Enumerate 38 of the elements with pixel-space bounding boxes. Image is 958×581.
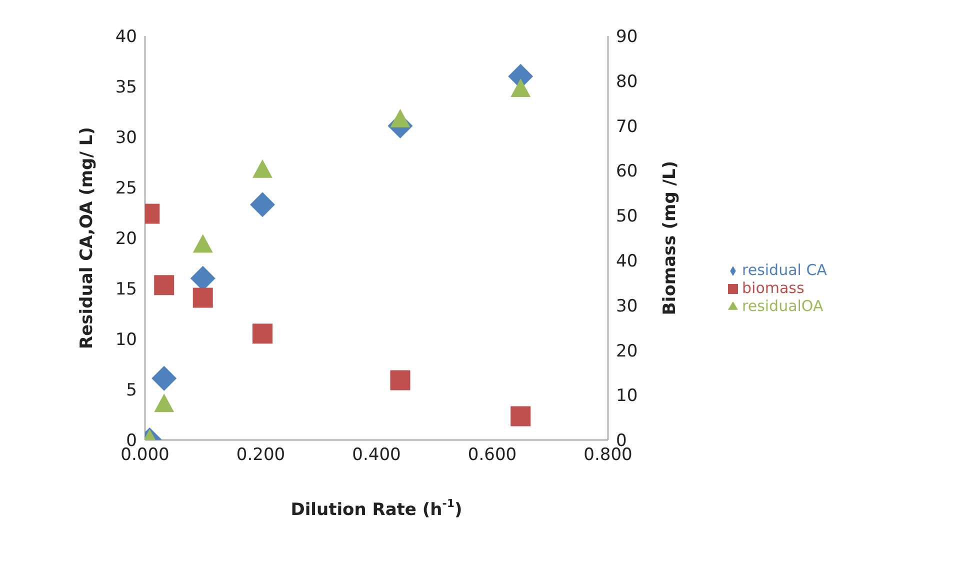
legend-label: biomass [742,279,804,297]
x-axis-title: Dilution Rate (h$^{-1}$) [290,496,462,520]
y2-tick-label: 90 [616,27,638,48]
y2-tick-label: 30 [616,296,638,316]
y2-tick-label: 10 [616,386,638,406]
point [192,234,213,253]
point [250,192,275,218]
y2-tick-label: 80 [616,72,638,92]
y-tick-label: 15 [115,280,137,300]
legend-label: residual CA [742,261,827,279]
point [390,108,410,128]
x-tick-label: 0.400 [352,445,401,466]
x-tick-label: 0.200 [236,445,286,466]
y-tick-label: 5 [126,380,137,401]
y2-tick-label: 50 [616,206,638,227]
y-tick-label: 40 [115,27,137,48]
point [252,159,272,178]
point [510,78,531,98]
y-axis-title: Residual CA,OA (mg/ L) [76,127,97,349]
y-tick-label: 25 [115,178,137,199]
y2-tick-label: 40 [616,251,638,272]
point [510,406,531,426]
legend-label: residualOA [742,297,824,315]
y2-tick-label: 20 [616,341,638,362]
x-tick-label: 0.600 [468,445,517,466]
y2-axis-title: Biomass (mg /L) [660,160,680,316]
y2-tick-label: 60 [616,162,638,182]
y2-tick-label: 70 [616,116,638,137]
point [152,366,177,391]
point [252,324,272,344]
point [192,288,213,308]
point [154,394,174,412]
y-tick-label: 10 [115,330,137,350]
point [154,275,174,296]
point [390,370,410,390]
y-tick-label: 35 [115,78,137,98]
y-tick-label: 20 [115,229,137,250]
y-tick-label: 30 [115,128,137,148]
